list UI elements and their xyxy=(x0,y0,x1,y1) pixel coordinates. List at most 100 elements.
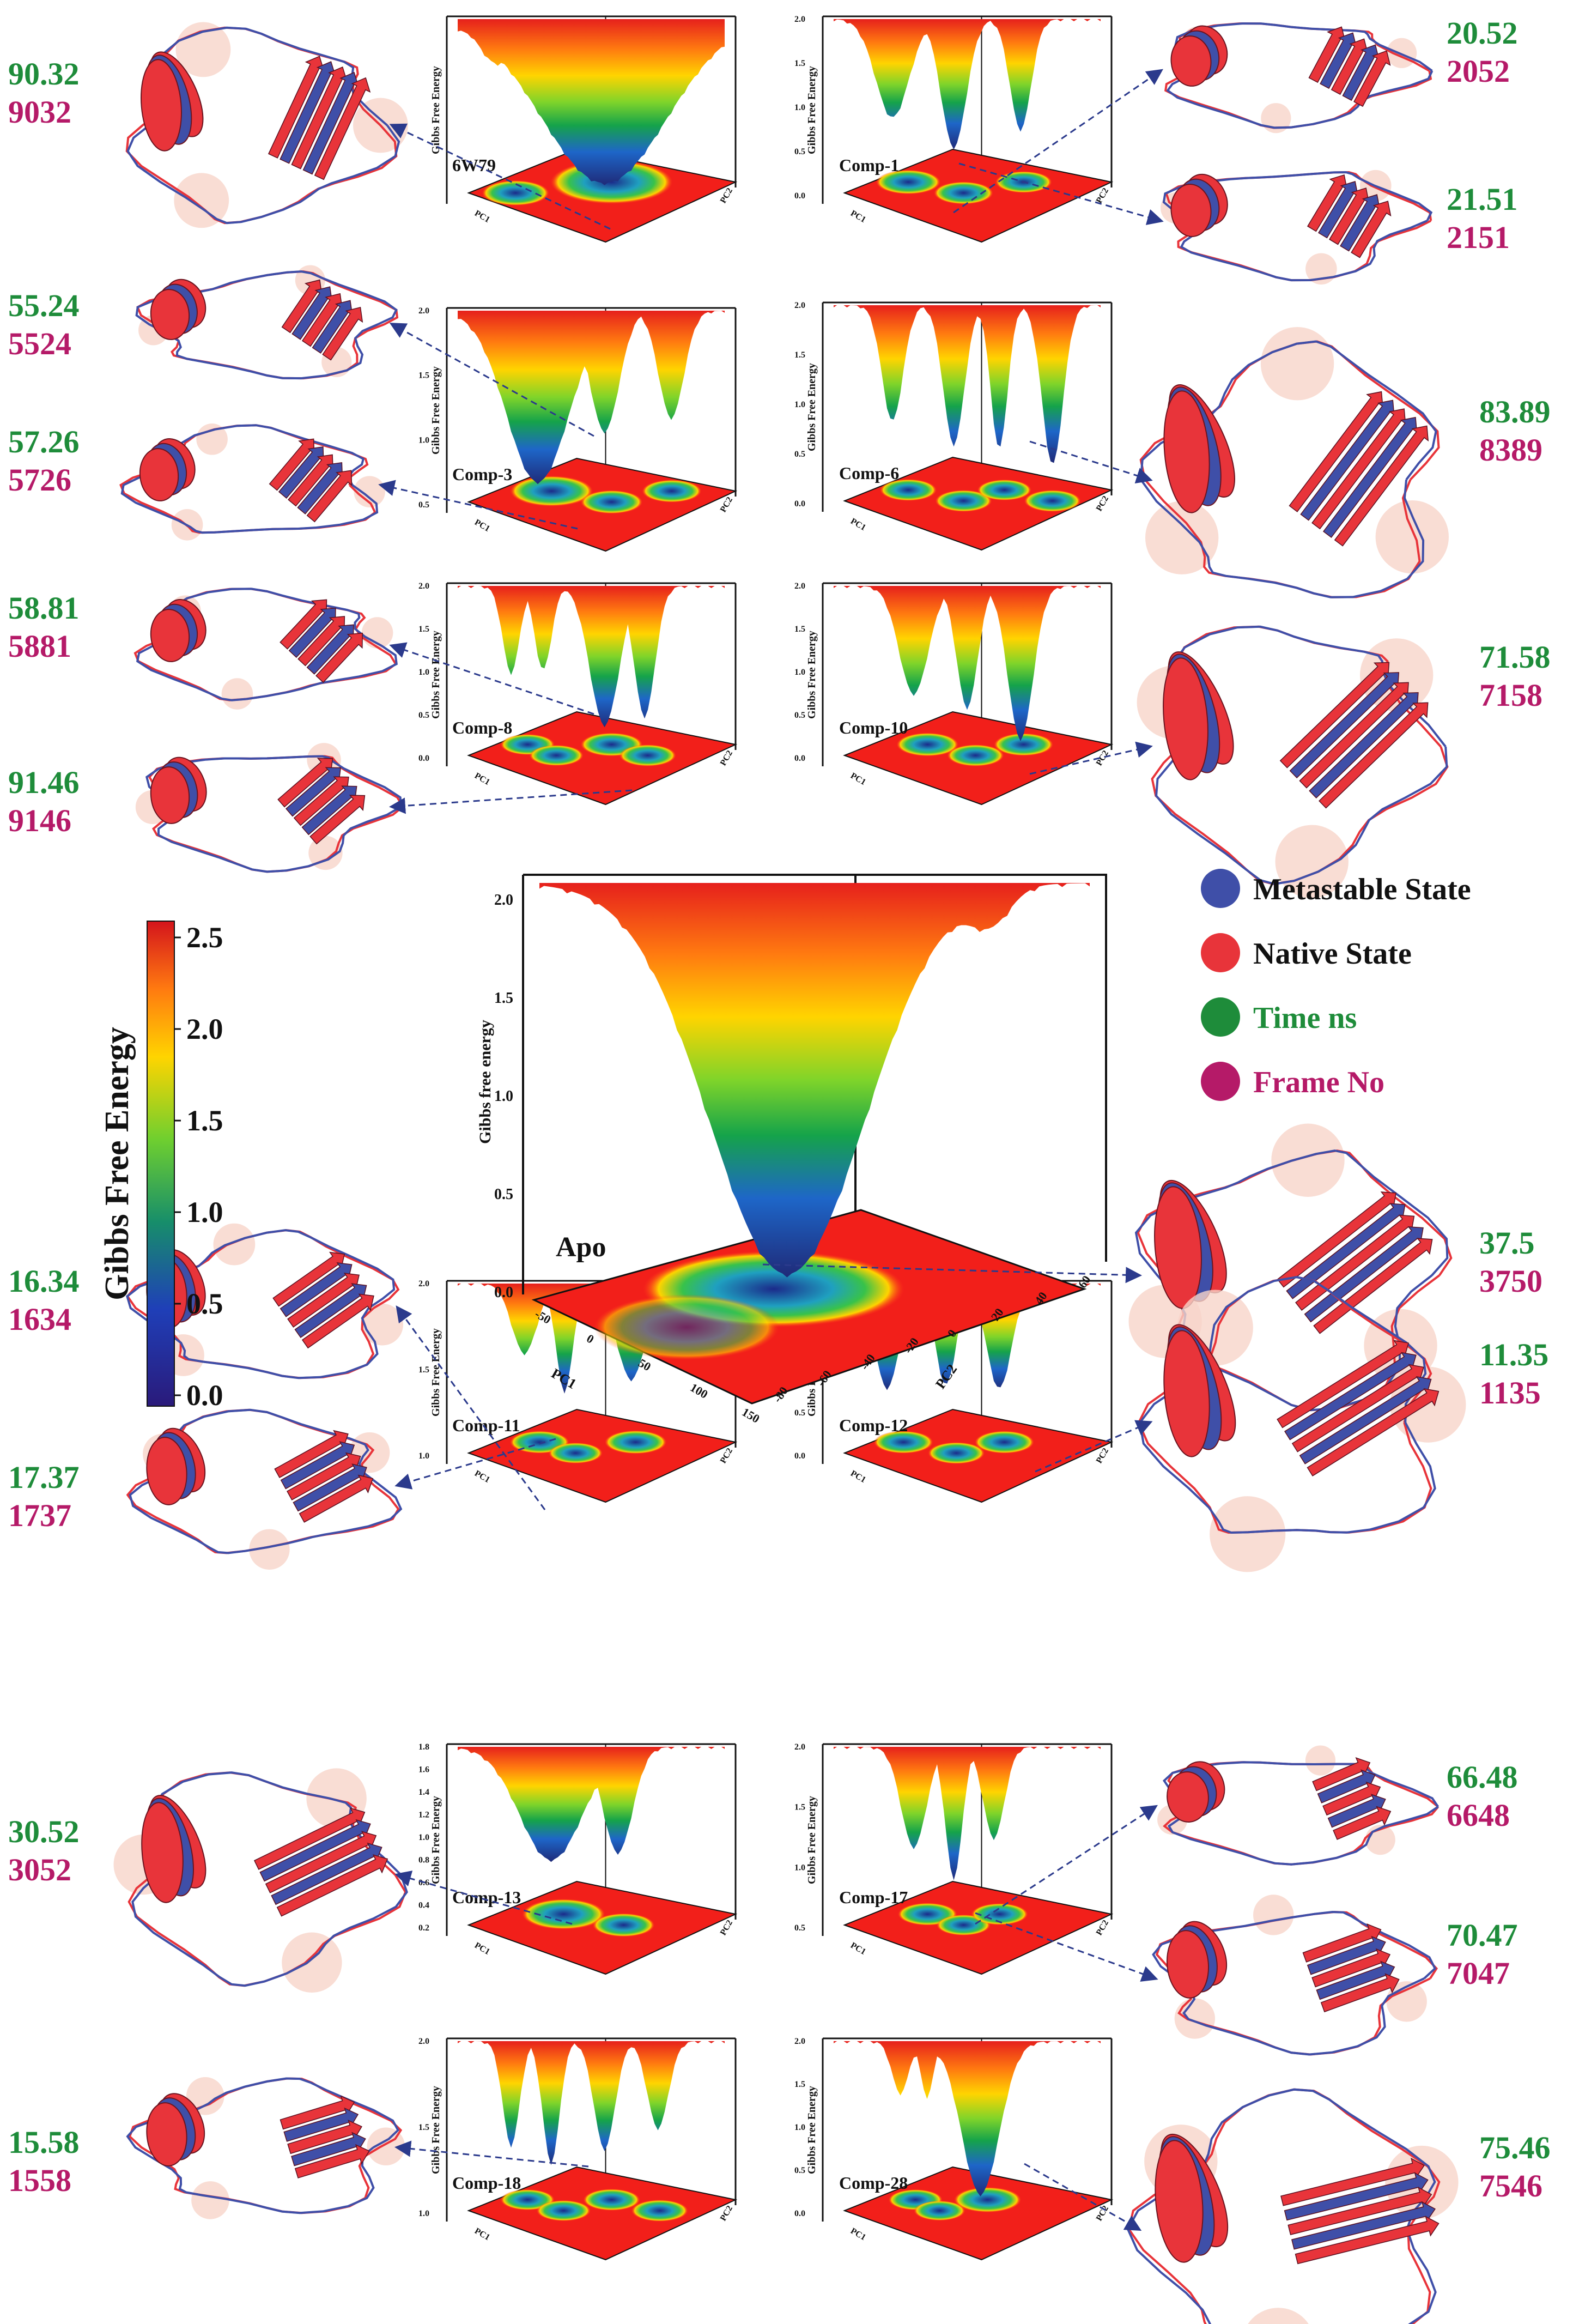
panel-ztick: 0.4 xyxy=(418,1901,429,1910)
panel-ztick: 1.5 xyxy=(418,625,429,634)
panel-pc1-label: PC1 xyxy=(473,209,491,225)
panel-surface xyxy=(834,19,1101,150)
legend-swatch-native xyxy=(1201,933,1240,972)
protein-structure xyxy=(1137,625,1449,899)
highlight-blob xyxy=(221,678,253,710)
panel-name: Comp-18 xyxy=(452,2173,521,2193)
main-pc1-tick: 100 xyxy=(688,1381,710,1401)
beta-strand xyxy=(288,454,333,507)
projection-basin xyxy=(631,2200,688,2222)
beta-strand xyxy=(1299,682,1409,789)
panel-zlabel: Gibbs Free Energy xyxy=(806,66,818,154)
panel-name: Comp-11 xyxy=(452,1415,520,1435)
state-arrow xyxy=(378,480,578,530)
legend-label: Time ns xyxy=(1253,1001,1357,1035)
beta-strand xyxy=(280,2095,355,2130)
colorbar-tick: 0.0 xyxy=(186,1379,223,1412)
panel-ztick: 1.5 xyxy=(418,1365,429,1375)
colorbar-tick: 2.5 xyxy=(186,921,223,954)
colorbar-title: Gibbs Free Energy xyxy=(99,1027,136,1300)
frame-number-value: 6648 xyxy=(1447,1798,1510,1833)
highlight-blob xyxy=(196,423,228,455)
beta-strand xyxy=(285,767,341,817)
panel-name: Comp-28 xyxy=(839,2173,908,2193)
protein-structure xyxy=(135,265,399,380)
beta-strand xyxy=(281,279,323,334)
beta-strand xyxy=(1291,1364,1424,1453)
protein-structure xyxy=(113,1768,408,1993)
beta-strand xyxy=(274,1430,349,1478)
panel-ztick: 1.4 xyxy=(418,1788,429,1797)
beta-strand xyxy=(1329,187,1370,245)
frame-number-value: 3052 xyxy=(8,1852,71,1887)
panel-pc1-label: PC1 xyxy=(473,1941,491,1957)
projection-basin xyxy=(935,490,992,512)
main-zlabel: Gibbs free energy xyxy=(476,1020,494,1144)
state-arrow xyxy=(389,123,611,230)
fel-panel-comp-13: Gibbs Free Energy0.20.40.60.81.01.21.41.… xyxy=(418,1742,738,1975)
beta-strand xyxy=(1309,692,1419,799)
beta-strand xyxy=(1287,2187,1432,2235)
beta-strand xyxy=(283,2107,359,2142)
main-pc2-label: PC2 xyxy=(932,1361,960,1392)
beta-strand xyxy=(301,785,357,836)
beta-strand xyxy=(259,1819,371,1882)
frame-number-value: 1135 xyxy=(1479,1375,1541,1411)
beta-strand xyxy=(291,286,333,340)
highlight-blob xyxy=(354,476,385,507)
panel-ztick: 2.0 xyxy=(794,1742,805,1752)
panel-ztick: 1.0 xyxy=(418,668,429,677)
panel-surface xyxy=(834,586,1101,741)
projection-basin xyxy=(548,1442,603,1464)
beta-strand xyxy=(299,1474,374,1523)
projection-basin xyxy=(619,745,676,766)
legend-label: Native State xyxy=(1253,937,1412,971)
legend: Metastable State Native State Time ns Frame… xyxy=(1201,869,1471,1101)
projection-basin xyxy=(1024,490,1081,512)
frame-number-value: 7158 xyxy=(1479,677,1542,713)
colorbar-tick: 2.0 xyxy=(186,1013,223,1045)
beta-strand xyxy=(1333,1806,1392,1840)
helix xyxy=(141,1802,184,1903)
panel-zlabel: Gibbs Free Energy xyxy=(806,2086,818,2174)
beta-strand xyxy=(278,446,324,499)
colorbar-gradient xyxy=(147,921,175,1407)
beta-strand xyxy=(1295,1214,1415,1311)
projection-basin xyxy=(592,1913,655,1937)
panel-ztick: 1.0 xyxy=(794,103,805,112)
beta-strand xyxy=(291,66,348,170)
projection-basin xyxy=(580,490,643,514)
projection-basin xyxy=(522,1899,605,1929)
frame-number-value: 9146 xyxy=(8,803,71,838)
beta-strand xyxy=(1307,1388,1440,1476)
state-arrow xyxy=(958,162,1164,225)
beta-strand xyxy=(1340,194,1381,252)
beta-strand xyxy=(1291,2201,1436,2250)
panel-ztick: 1.5 xyxy=(794,1803,805,1812)
beta-strand xyxy=(294,1283,367,1339)
state-arrow xyxy=(389,323,594,437)
protein-structure xyxy=(135,743,404,873)
beta-strand xyxy=(288,607,336,658)
fel-panel-comp-8: Gibbs Free Energy 0.0 0.5 1.0 1.5 2.0 Comp-8 PC… xyxy=(418,582,738,806)
beta-strand xyxy=(268,56,325,159)
panel-ztick: 1.5 xyxy=(794,59,805,68)
time-ns-value: 17.37 xyxy=(8,1460,80,1495)
beta-strand xyxy=(1322,416,1418,538)
beta-strand xyxy=(1319,702,1429,809)
panel-ztick: 2.0 xyxy=(418,2037,429,2046)
panel-ztick: 0.0 xyxy=(794,191,805,201)
panel-pc1-label: PC1 xyxy=(473,771,491,787)
frame-number-value: 7546 xyxy=(1479,2168,1542,2204)
beta-strand xyxy=(1316,1960,1395,2000)
beta-strand xyxy=(294,2144,370,2178)
highlight-blob xyxy=(308,836,343,870)
panel-ztick: 1.0 xyxy=(418,2209,429,2218)
